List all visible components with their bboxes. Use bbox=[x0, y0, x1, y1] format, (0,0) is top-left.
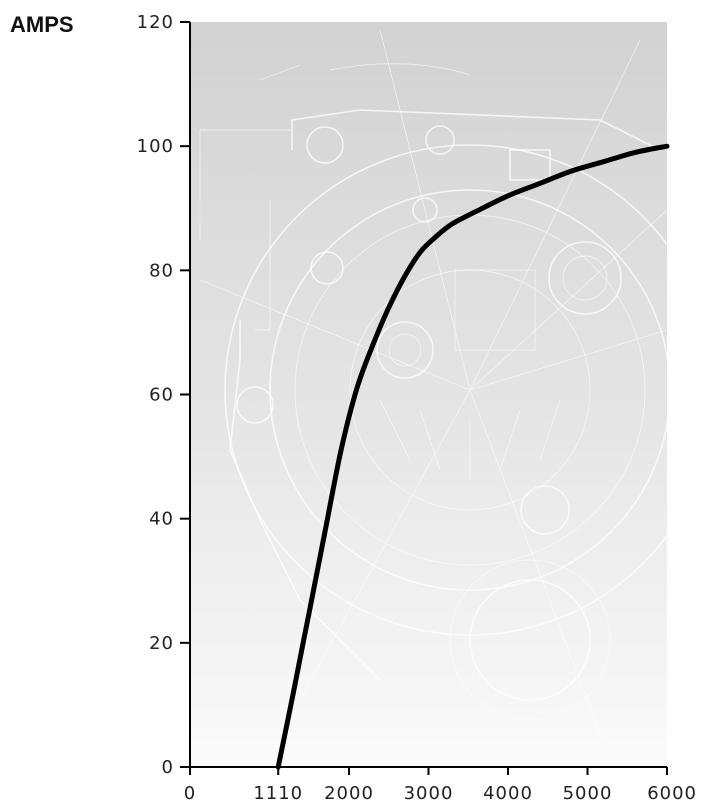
plot-background bbox=[190, 22, 667, 767]
y-tick-label: 100 bbox=[137, 136, 174, 157]
x-ticks: 0 1110 2000 3000 4000 5000 6000 bbox=[184, 767, 697, 802]
y-tick-label: 20 bbox=[149, 633, 174, 654]
y-tick-label: 60 bbox=[149, 385, 174, 406]
x-tick-label: 2000 bbox=[324, 783, 374, 802]
x-tick-label: 6000 bbox=[647, 783, 697, 802]
y-ticks: 0 20 40 60 80 100 120 bbox=[137, 12, 190, 778]
x-tick-label: 5000 bbox=[563, 783, 613, 802]
y-tick-label: 120 bbox=[137, 12, 174, 33]
y-tick-label: 0 bbox=[162, 757, 174, 778]
y-axis-label: AMPS bbox=[10, 12, 74, 37]
x-tick-label: 3000 bbox=[404, 783, 454, 802]
x-tick-label: 0 bbox=[184, 783, 196, 802]
alternator-blueprint-illustration bbox=[199, 29, 667, 761]
series-line-amps bbox=[275, 143, 670, 770]
x-tick-label: 1110 bbox=[253, 783, 303, 802]
y-tick-label: 40 bbox=[149, 509, 174, 530]
y-tick-label: 80 bbox=[149, 260, 174, 281]
x-tick-label: 4000 bbox=[483, 783, 533, 802]
